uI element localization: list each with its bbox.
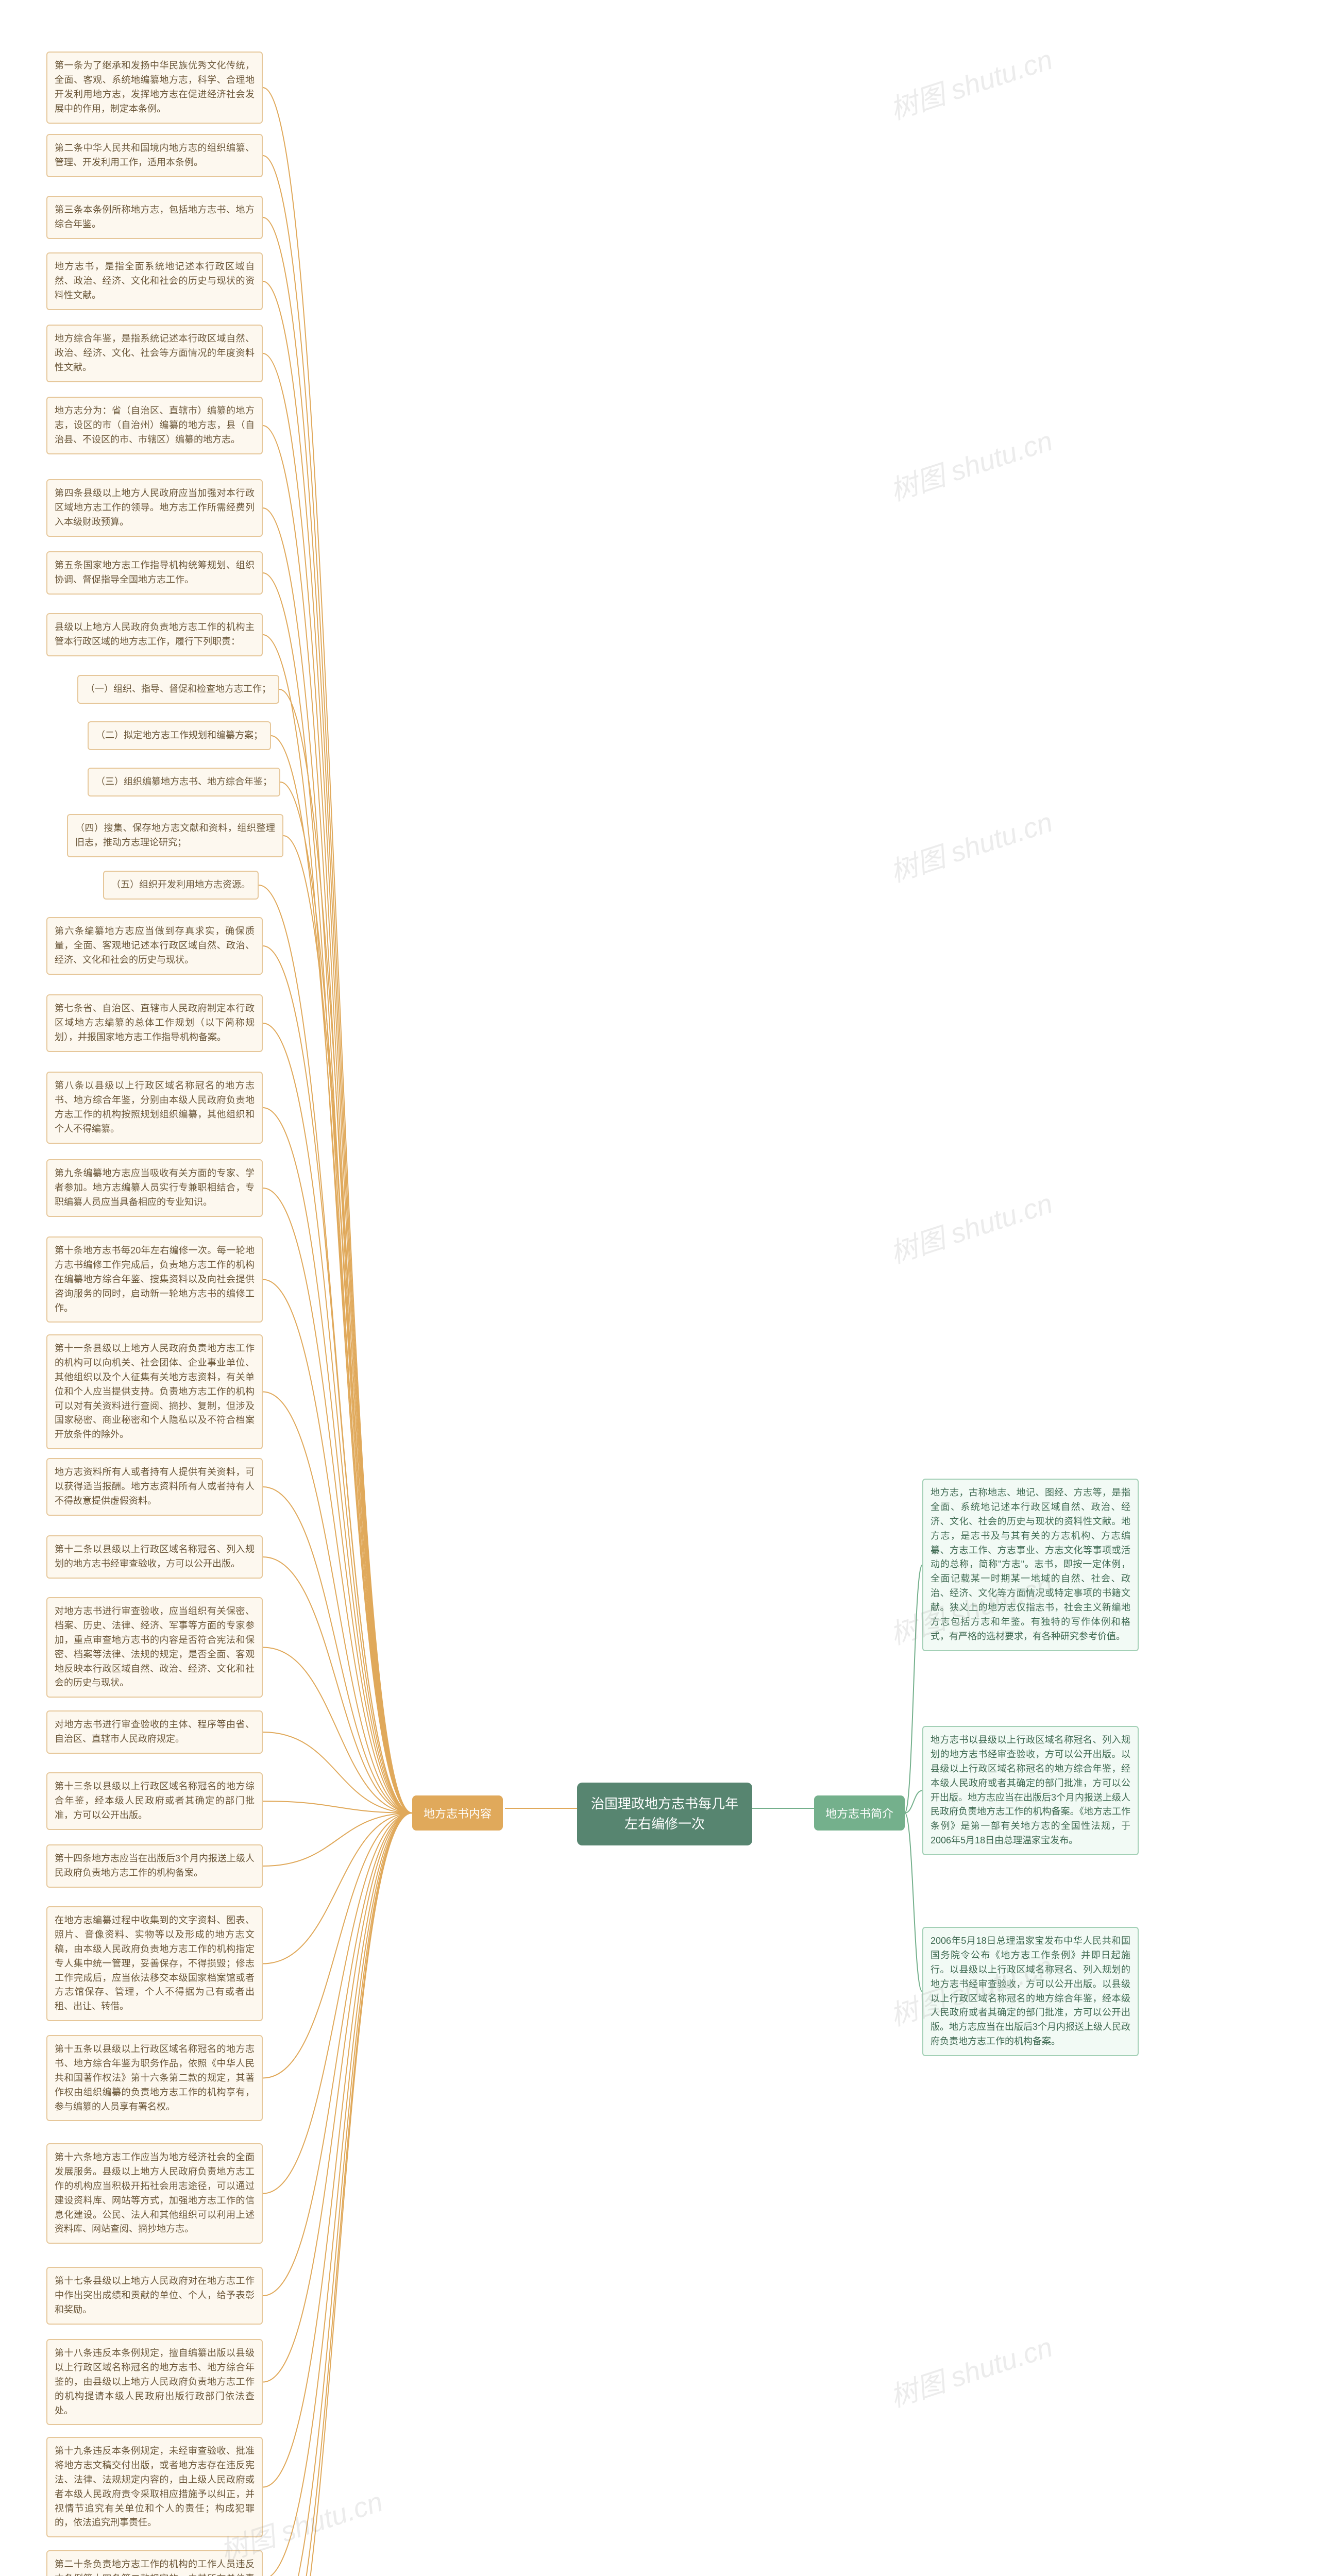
left-leaf: 地方志书，是指全面系统地记述本行政区域自然、政治、经济、文化和社会的历史与现状的… — [46, 252, 263, 310]
left-leaf: （四）搜集、保存地方志文献和资料，组织整理旧志，推动方志理论研究； — [67, 814, 283, 857]
left-leaf: 县级以上地方人民政府负责地方志工作的机构主管本行政区域的地方志工作，履行下列职责… — [46, 613, 263, 656]
left-leaf: 第十八条违反本条例规定，擅自编纂出版以县级以上行政区域名称冠名的地方志书、地方综… — [46, 2339, 263, 2425]
branch-right-label: 地方志书简介 — [825, 1807, 893, 1820]
branch-right: 地方志书简介 — [814, 1795, 905, 1831]
left-leaf: 第十九条违反本条例规定，未经审查验收、批准将地方志文稿交付出版，或者地方志存在违… — [46, 2437, 263, 2537]
left-leaf: 对地方志书进行审查验收的主体、程序等由省、自治区、直辖市人民政府规定。 — [46, 1710, 263, 1754]
left-leaf: （二）拟定地方志工作规划和编纂方案； — [88, 721, 271, 750]
left-leaf: 第二条中华人民共和国境内地方志的组织编纂、管理、开发利用工作，适用本条例。 — [46, 134, 263, 177]
left-leaf: （三）组织编纂地方志书、地方综合年鉴； — [88, 768, 280, 796]
left-leaf: 第二十条负责地方志工作的机构的工作人员违反本条例第十四条第二款规定的，由其所在单… — [46, 2550, 263, 2576]
right-leaf: 地方志书以县级以上行政区域名称冠名、列入规划的地方志书经审查验收，方可以公开出版… — [922, 1726, 1139, 1855]
left-leaf: 第十七条县级以上地方人民政府对在地方志工作中作出突出成绩和贡献的单位、个人，给予… — [46, 2267, 263, 2325]
watermark: 树图 shutu.cn — [884, 418, 1057, 509]
left-leaf: 第十六条地方志工作应当为地方经济社会的全面发展服务。县级以上地方人民政府负责地方… — [46, 2143, 263, 2244]
left-leaf: 第八条以县级以上行政区域名称冠名的地方志书、地方综合年鉴，分别由本级人民政府负责… — [46, 1072, 263, 1144]
right-leaf: 2006年5月18日总理温家宝发布中华人民共和国国务院令公布《地方志工作条例》并… — [922, 1927, 1139, 2056]
left-leaf: 第三条本条例所称地方志，包括地方志书、地方综合年鉴。 — [46, 196, 263, 239]
left-leaf: 对地方志书进行审查验收，应当组织有关保密、档案、历史、法律、经济、军事等方面的专… — [46, 1597, 263, 1698]
branch-left: 地方志书内容 — [412, 1795, 503, 1831]
left-leaf: 第十三条以县级以上行政区域名称冠名的地方综合年鉴，经本级人民政府或者其确定的部门… — [46, 1772, 263, 1830]
watermark: 树图 shutu.cn — [884, 2324, 1057, 2415]
branch-left-label: 地方志书内容 — [424, 1807, 492, 1820]
left-leaf: 第六条编纂地方志应当做到存真求实，确保质量，全面、客观地记述本行政区域自然、政治… — [46, 917, 263, 975]
root-title: 治国理政地方志书每几年左右编修一次 — [591, 1796, 738, 1832]
watermark: 树图 shutu.cn — [884, 37, 1057, 127]
left-leaf: （五）组织开发利用地方志资源。 — [103, 871, 259, 900]
watermark: 树图 shutu.cn — [884, 799, 1057, 890]
left-leaf: 地方志资料所有人或者持有人提供有关资料，可以获得适当报酬。地方志资料所有人或者持… — [46, 1458, 263, 1516]
right-leaf: 地方志，古称地志、地记、图经、方志等，是指全面、系统地记述本行政区域自然、政治、… — [922, 1479, 1139, 1651]
left-leaf: （一）组织、指导、督促和检查地方志工作； — [77, 675, 279, 704]
left-leaf: 第一条为了继承和发扬中华民族优秀文化传统，全面、客观、系统地编纂地方志，科学、合… — [46, 52, 263, 124]
left-leaf: 第五条国家地方志工作指导机构统筹规划、组织协调、督促指导全国地方志工作。 — [46, 551, 263, 595]
left-leaf: 地方志分为：省（自治区、直辖市）编纂的地方志，设区的市（自治州）编纂的地方志，县… — [46, 397, 263, 454]
left-leaf: 第十条地方志书每20年左右编修一次。每一轮地方志书编修工作完成后，负责地方志工作… — [46, 1236, 263, 1323]
left-leaf: 第四条县级以上地方人民政府应当加强对本行政区域地方志工作的领导。地方志工作所需经… — [46, 479, 263, 537]
root-node: 治国理政地方志书每几年左右编修一次 — [577, 1783, 752, 1845]
left-leaf: 第十四条地方志应当在出版后3个月内报送上级人民政府负责地方志工作的机构备案。 — [46, 1844, 263, 1888]
left-leaf: 第九条编纂地方志应当吸收有关方面的专家、学者参加。地方志编纂人员实行专兼职相结合… — [46, 1159, 263, 1217]
left-leaf: 在地方志编纂过程中收集到的文字资料、图表、照片、音像资料、实物等以及形成的地方志… — [46, 1906, 263, 2021]
left-leaf: 地方综合年鉴，是指系统记述本行政区域自然、政治、经济、文化、社会等方面情况的年度… — [46, 325, 263, 382]
left-leaf: 第十二条以县级以上行政区域名称冠名、列入规划的地方志书经审查验收，方可以公开出版… — [46, 1535, 263, 1579]
left-leaf: 第十一条县级以上地方人民政府负责地方志工作的机构可以向机关、社会团体、企业事业单… — [46, 1334, 263, 1449]
left-leaf: 第十五条以县级以上行政区域名称冠名的地方志书、地方综合年鉴为职务作品，依照《中华… — [46, 2035, 263, 2121]
watermark: 树图 shutu.cn — [884, 1180, 1057, 1271]
left-leaf: 第七条省、自治区、直辖市人民政府制定本行政区域地方志编纂的总体工作规划（以下简称… — [46, 994, 263, 1052]
